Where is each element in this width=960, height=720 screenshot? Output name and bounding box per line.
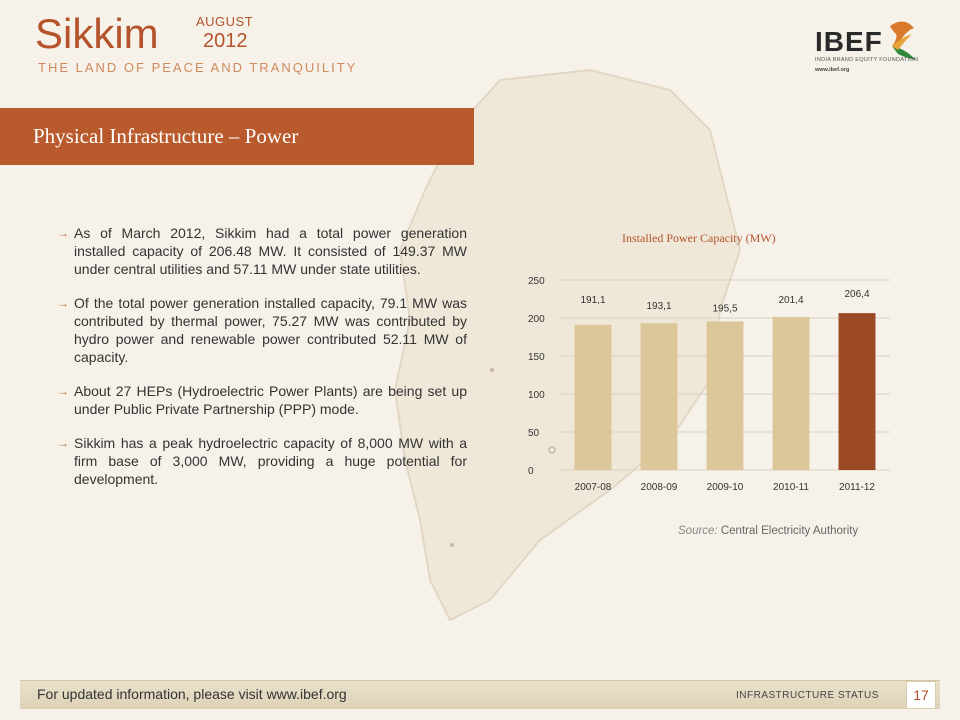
- bar-chart: 0 50 100 150 200 250 191,1 2007-08 193,1 2008-09 1…: [528, 276, 890, 493]
- page-title: Sikkim: [35, 10, 159, 57]
- bullet-item: → Of the total power generation installe…: [57, 294, 467, 366]
- data-label: 206,4: [844, 289, 869, 300]
- x-tick-label: 2007-08: [575, 482, 612, 493]
- y-tick-label: 100: [528, 390, 545, 401]
- report-year: 2012: [203, 30, 248, 52]
- x-tick-label: 2011-12: [839, 482, 875, 493]
- x-tick-label: 2009-10: [707, 482, 744, 493]
- bar: [706, 321, 744, 470]
- y-tick-label: 0: [528, 466, 534, 477]
- source-note: Source: Central Electricity Authority: [678, 525, 858, 537]
- background-map-outline: [393, 68, 742, 622]
- bar: [772, 316, 810, 470]
- footer-section-label: INFRASTRUCTURE STATUS: [736, 690, 879, 701]
- data-label: 193,1: [646, 301, 671, 312]
- bullet-list: → As of March 2012, Sikkim had a total p…: [57, 224, 467, 504]
- section-title: Physical Infrastructure – Power: [33, 124, 299, 148]
- tagline: THE LAND OF PEACE AND TRANQUILITY: [38, 60, 358, 75]
- arrow-right-icon: →: [57, 384, 69, 398]
- bar: [574, 324, 612, 470]
- ibef-logo-url[interactable]: www.ibef.org: [815, 67, 850, 73]
- bullet-item: → As of March 2012, Sikkim had a total p…: [57, 224, 467, 278]
- bullet-text: Sikkim has a peak hydroelectric capacity…: [74, 435, 467, 487]
- page-number: 17: [906, 681, 936, 709]
- data-label: 191,1: [580, 295, 605, 306]
- source-text: Central Electricity Authority: [720, 525, 859, 537]
- bar: [838, 313, 876, 470]
- y-tick-label: 250: [528, 276, 545, 287]
- bar: [640, 323, 678, 470]
- ibef-logo-subtitle: INDIA BRAND EQUITY FOUNDATION: [815, 57, 919, 63]
- arrow-right-icon: →: [57, 226, 69, 240]
- bullet-text: About 27 HEPs (Hydroelectric Power Plant…: [74, 383, 467, 417]
- bullet-item: → Sikkim has a peak hydroelectric capaci…: [57, 434, 467, 488]
- x-tick-label: 2008-09: [641, 482, 678, 493]
- arrow-right-icon: →: [57, 296, 69, 310]
- bullet-item: → About 27 HEPs (Hydroelectric Power Pla…: [57, 382, 467, 418]
- bullet-text: As of March 2012, Sikkim had a total pow…: [74, 225, 467, 277]
- y-tick-label: 150: [528, 352, 545, 363]
- bullet-text: Of the total power generation installed …: [74, 295, 467, 365]
- arrow-right-icon: →: [57, 436, 69, 450]
- footer-link-text[interactable]: For updated information, please visit ww…: [37, 686, 347, 702]
- section-banner: [0, 108, 474, 165]
- y-tick-label: 200: [528, 314, 545, 325]
- data-label: 201,4: [778, 295, 803, 306]
- ibef-logo[interactable]: IBEF: [815, 26, 883, 57]
- report-month: AUGUST: [196, 14, 254, 29]
- x-tick-label: 2010-11: [773, 482, 809, 493]
- source-label: Source:: [678, 525, 718, 537]
- footer-bar: [20, 680, 940, 709]
- data-label: 195,5: [712, 303, 737, 314]
- chart-title: Installed Power Capacity (MW): [622, 231, 776, 245]
- y-tick-label: 50: [528, 428, 540, 439]
- ibef-bird-icon: [890, 21, 916, 60]
